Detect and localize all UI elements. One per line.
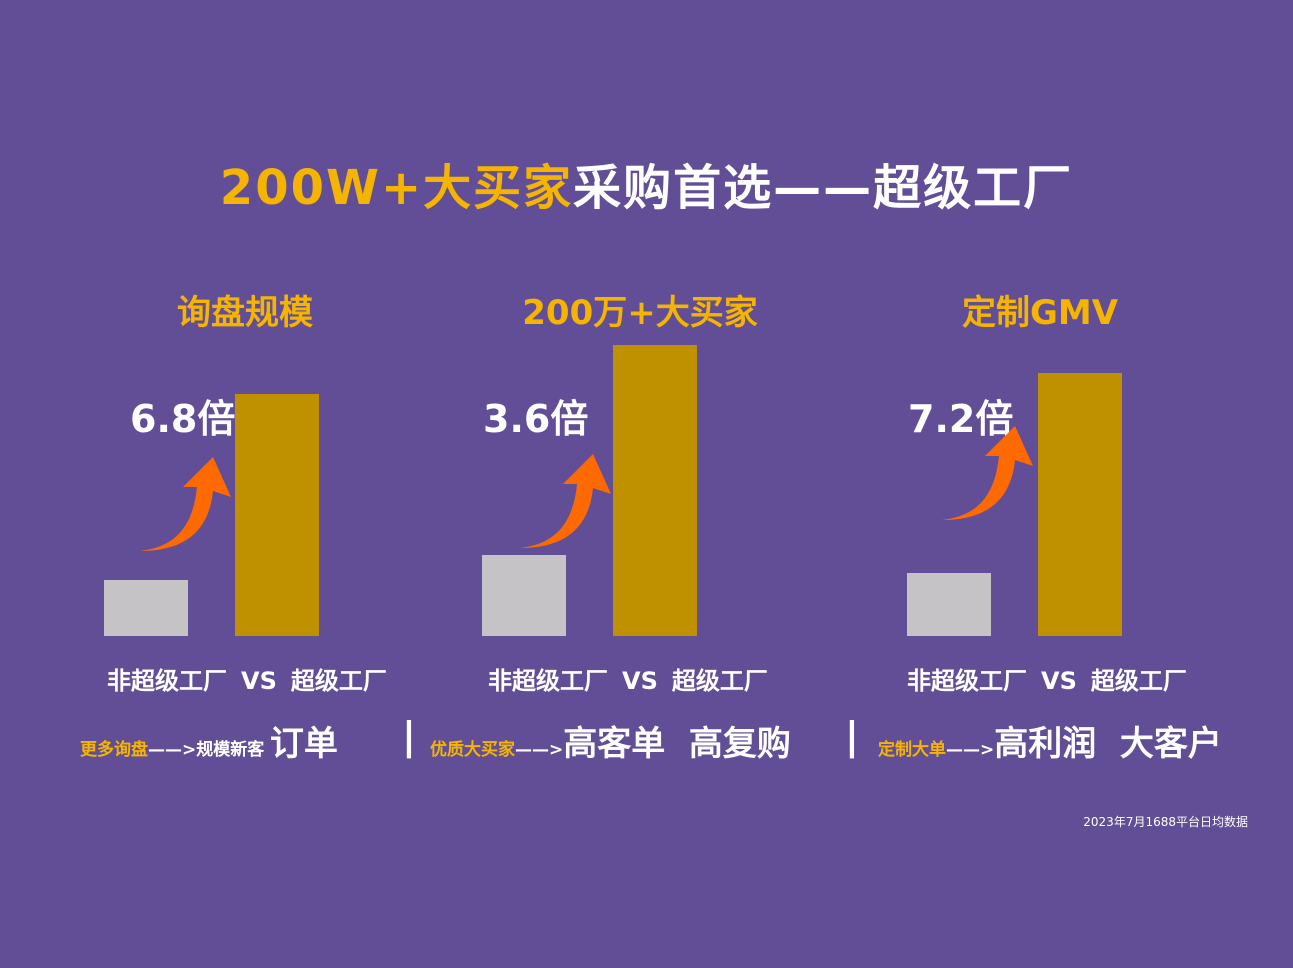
growth-arrow-icon — [520, 454, 611, 548]
page-title: 200W+大买家采购首选——超级工厂 — [0, 148, 1293, 218]
bar-super-factory — [235, 394, 319, 636]
benefit-2: 优质大买家——>高客单 高复购 — [430, 716, 791, 765]
comparison-right: 超级工厂 — [290, 667, 387, 695]
comparison-vs: VS — [241, 667, 277, 695]
bar-non-super-factory — [907, 573, 991, 636]
benefit-3-result: 高利润 大客户 — [994, 724, 1222, 764]
data-source-note: 2023年7月1688平台日均数据 — [1083, 815, 1248, 829]
comparison-vs: VS — [622, 667, 658, 695]
growth-arrow-icon — [140, 457, 231, 551]
chart-title: 200万+大买家 — [522, 293, 758, 333]
growth-arrow-icon — [942, 426, 1033, 520]
benefit-1-cause: 更多询盘 — [80, 740, 148, 760]
benefit-1-mid: 规模新客 — [196, 740, 265, 760]
comparison-label: 非超级工厂 VS 超级工厂 — [907, 661, 1187, 696]
benefit-1-arrow: ——> — [148, 740, 197, 760]
multiple-label: 7.2倍 — [908, 397, 1014, 441]
benefit-1-result: 订单 — [269, 724, 338, 764]
benefit-3: 定制大单——>高利润 大客户 — [878, 716, 1222, 765]
bar-super-factory — [1038, 373, 1122, 636]
benefit-2-result: 高客单 高复购 — [563, 724, 791, 764]
multiple-label: 6.8倍 — [130, 397, 236, 441]
benefit-2-arrow: ——> — [515, 740, 564, 760]
comparison-vs: VS — [1041, 667, 1077, 695]
benefit-2-cause: 优质大买家 — [430, 740, 515, 760]
divider-1: | — [402, 714, 416, 758]
comparison-label: 非超级工厂 VS 超级工厂 — [107, 661, 387, 696]
benefit-1: 更多询盘——>规模新客 订单 — [80, 716, 338, 765]
chart-title: 定制GMV — [961, 293, 1119, 333]
title-rest: 采购首选——超级工厂 — [573, 160, 1074, 216]
bar-non-super-factory — [482, 555, 566, 636]
chart-title: 询盘规模 — [177, 293, 313, 333]
benefit-3-cause: 定制大单 — [878, 740, 946, 760]
bar-super-factory — [613, 345, 697, 636]
benefits-row: 更多询盘——>规模新客 订单 | 优质大买家——>高客单 高复购 | 定制大单—… — [0, 714, 1293, 764]
benefit-3-arrow: ——> — [946, 740, 995, 760]
comparison-left: 非超级工厂 — [488, 667, 608, 695]
bar-non-super-factory — [104, 580, 188, 636]
comparison-right: 超级工厂 — [671, 667, 768, 695]
comparison-label: 非超级工厂 VS 超级工厂 — [488, 661, 768, 696]
comparison-left: 非超级工厂 — [107, 667, 227, 695]
comparison-right: 超级工厂 — [1090, 667, 1187, 695]
title-highlight: 200W+大买家 — [219, 160, 574, 216]
divider-2: | — [845, 714, 859, 758]
comparison-left: 非超级工厂 — [907, 667, 1027, 695]
multiple-label: 3.6倍 — [483, 397, 589, 441]
